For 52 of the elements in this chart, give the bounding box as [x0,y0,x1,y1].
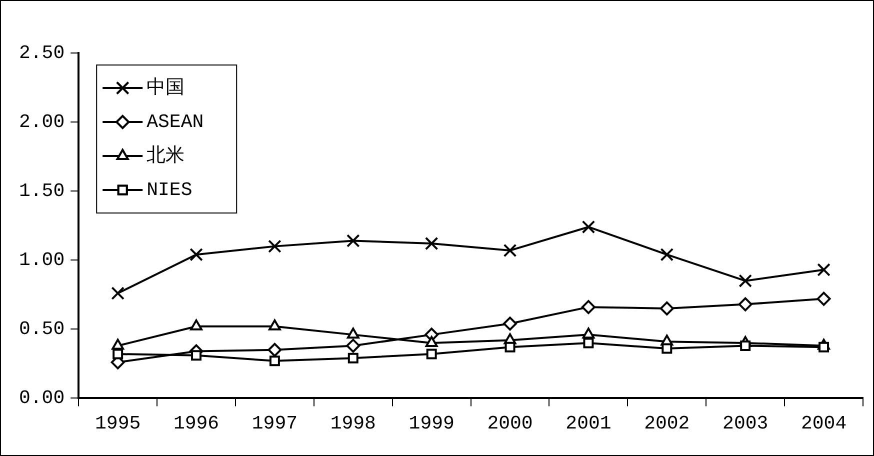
point [191,350,202,361]
point [662,343,672,354]
legend-label: NIES [146,179,192,202]
point [583,338,594,348]
point [816,292,831,306]
point [190,248,203,262]
y-tick-label: 0.50 [19,318,65,340]
point [504,342,516,352]
legend-label: 北米 [146,145,185,168]
point [503,244,517,258]
point [582,220,596,234]
point [426,348,437,360]
point [346,328,360,339]
point [503,316,518,331]
y-tick-label: 1.50 [19,180,65,202]
point [190,319,202,330]
x-tick-label: 1996 [173,412,220,435]
point [738,297,752,312]
y-tick-label: 1.00 [19,249,65,272]
point [111,286,124,300]
y-tick-label: 2.00 [19,111,65,134]
point [425,336,438,347]
point [660,301,674,316]
point [269,356,280,366]
point [348,352,358,364]
point [740,340,751,351]
x-tick-label: 1997 [252,412,298,435]
legend-label: 中国 [146,77,185,100]
x-tick-label: 2003 [722,412,768,435]
point [268,342,282,357]
legend-label: ASEAN [146,111,204,134]
point [268,240,282,253]
point [424,236,438,250]
point [346,234,360,248]
point [581,300,596,314]
x-tick-label: 2000 [487,412,533,435]
point [268,319,281,330]
x-tick-label: 1998 [330,412,376,435]
point [817,263,830,276]
point [112,338,124,350]
y-tick-label: 0.00 [19,387,65,410]
x-tick-label: 1999 [408,412,454,435]
point [660,248,674,262]
y-tick-label: 2.50 [19,42,65,64]
x-tick-label: 2004 [800,412,847,435]
x-tick-label: 1995 [95,412,141,435]
x-tick-label: 2001 [566,412,612,435]
point [738,274,752,288]
point [582,328,595,339]
point [112,348,124,360]
x-tick-label: 2002 [644,412,690,435]
point [346,338,360,353]
